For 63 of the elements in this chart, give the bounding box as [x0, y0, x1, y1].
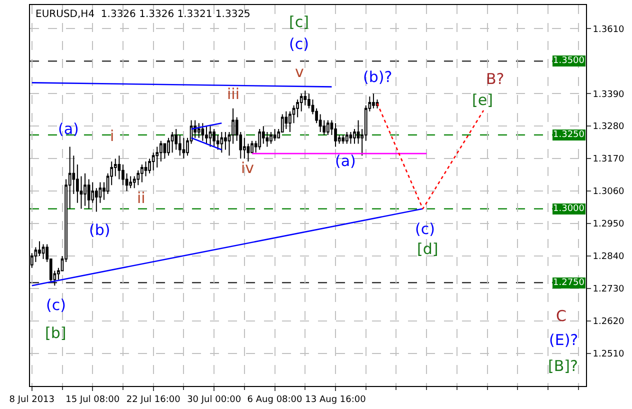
candlestick [258, 128, 262, 150]
x-tick-label: 22 Jul 16:00 [126, 394, 181, 405]
x-tick-label: 6 Aug 08:00 [247, 394, 303, 405]
candlestick [140, 164, 144, 183]
y-tick-label: 1.2620 [592, 317, 625, 328]
candlestick [170, 132, 174, 154]
y-tick-label: 1.3170 [592, 154, 625, 165]
annotation: B? [486, 70, 504, 88]
annotation: [b] [45, 324, 66, 342]
annotation: [B]? [548, 357, 578, 375]
x-tick-label: 15 Jul 08:00 [66, 394, 120, 405]
x-tick-label: 13 Aug 16:00 [305, 394, 366, 405]
candlestick [334, 122, 337, 148]
candlestick [212, 128, 216, 148]
y-tick-label: 1.2730 [592, 284, 625, 295]
y-tick-label: 1.3060 [592, 187, 625, 198]
annotation: (c) [415, 220, 435, 238]
y-tick-label: 1.2950 [592, 220, 625, 230]
candlestick [84, 172, 86, 206]
candlestick [270, 132, 272, 144]
y-tick-label: 1.3610 [592, 24, 625, 35]
annotation: [c] [289, 13, 309, 31]
x-tick-label: 8 Jul 2013 [9, 394, 55, 405]
candlestick [326, 120, 330, 136]
chart-title: EURUSD,H4 1.3326 1.3326 1.3321 1.3325 [36, 9, 250, 20]
y-tick-label: 1.2840 [592, 252, 625, 262]
candlestick [372, 93, 375, 109]
annotation: (c) [46, 296, 66, 314]
ref-line-label: 1.3250 [553, 130, 585, 140]
x-tick-label: 30 Jul 00:00 [187, 394, 242, 405]
annotation: [e] [472, 91, 493, 109]
annotation: (c) [289, 35, 309, 53]
y-tick-label: 1.2510 [592, 350, 625, 360]
candlestick [345, 132, 348, 144]
candlestick [197, 122, 200, 138]
annotation: (a) [58, 120, 79, 138]
candlestick [273, 128, 276, 142]
y-tick-label: 1.3280 [592, 122, 625, 132]
ref-line-label: 1.3500 [553, 56, 585, 66]
candlestick [182, 137, 186, 160]
ref-line-label: 1.2750 [553, 278, 585, 288]
annotation: iii [227, 85, 240, 103]
candlestick [129, 176, 132, 189]
annotation: (E)? [549, 331, 578, 349]
candlestick [284, 110, 288, 130]
annotation: (b)? [363, 68, 392, 86]
annotation: (a) [335, 152, 356, 170]
candlestick [42, 244, 45, 260]
candlestick [342, 134, 345, 144]
annotation: C [556, 307, 566, 325]
annotation: i [110, 127, 114, 145]
candlestick [220, 132, 224, 154]
y-tick-label: 1.3390 [592, 90, 625, 100]
candlestick [201, 122, 204, 142]
annotation: [d] [417, 240, 438, 258]
annotation: (b) [89, 221, 110, 239]
candlestick [205, 126, 208, 144]
annotation: iv [241, 159, 254, 177]
candlestick [349, 132, 352, 144]
ref-line-label: 1.3000 [553, 204, 585, 214]
candlestick [208, 126, 212, 148]
annotation: ii [137, 189, 146, 207]
annotation: v [295, 63, 304, 81]
